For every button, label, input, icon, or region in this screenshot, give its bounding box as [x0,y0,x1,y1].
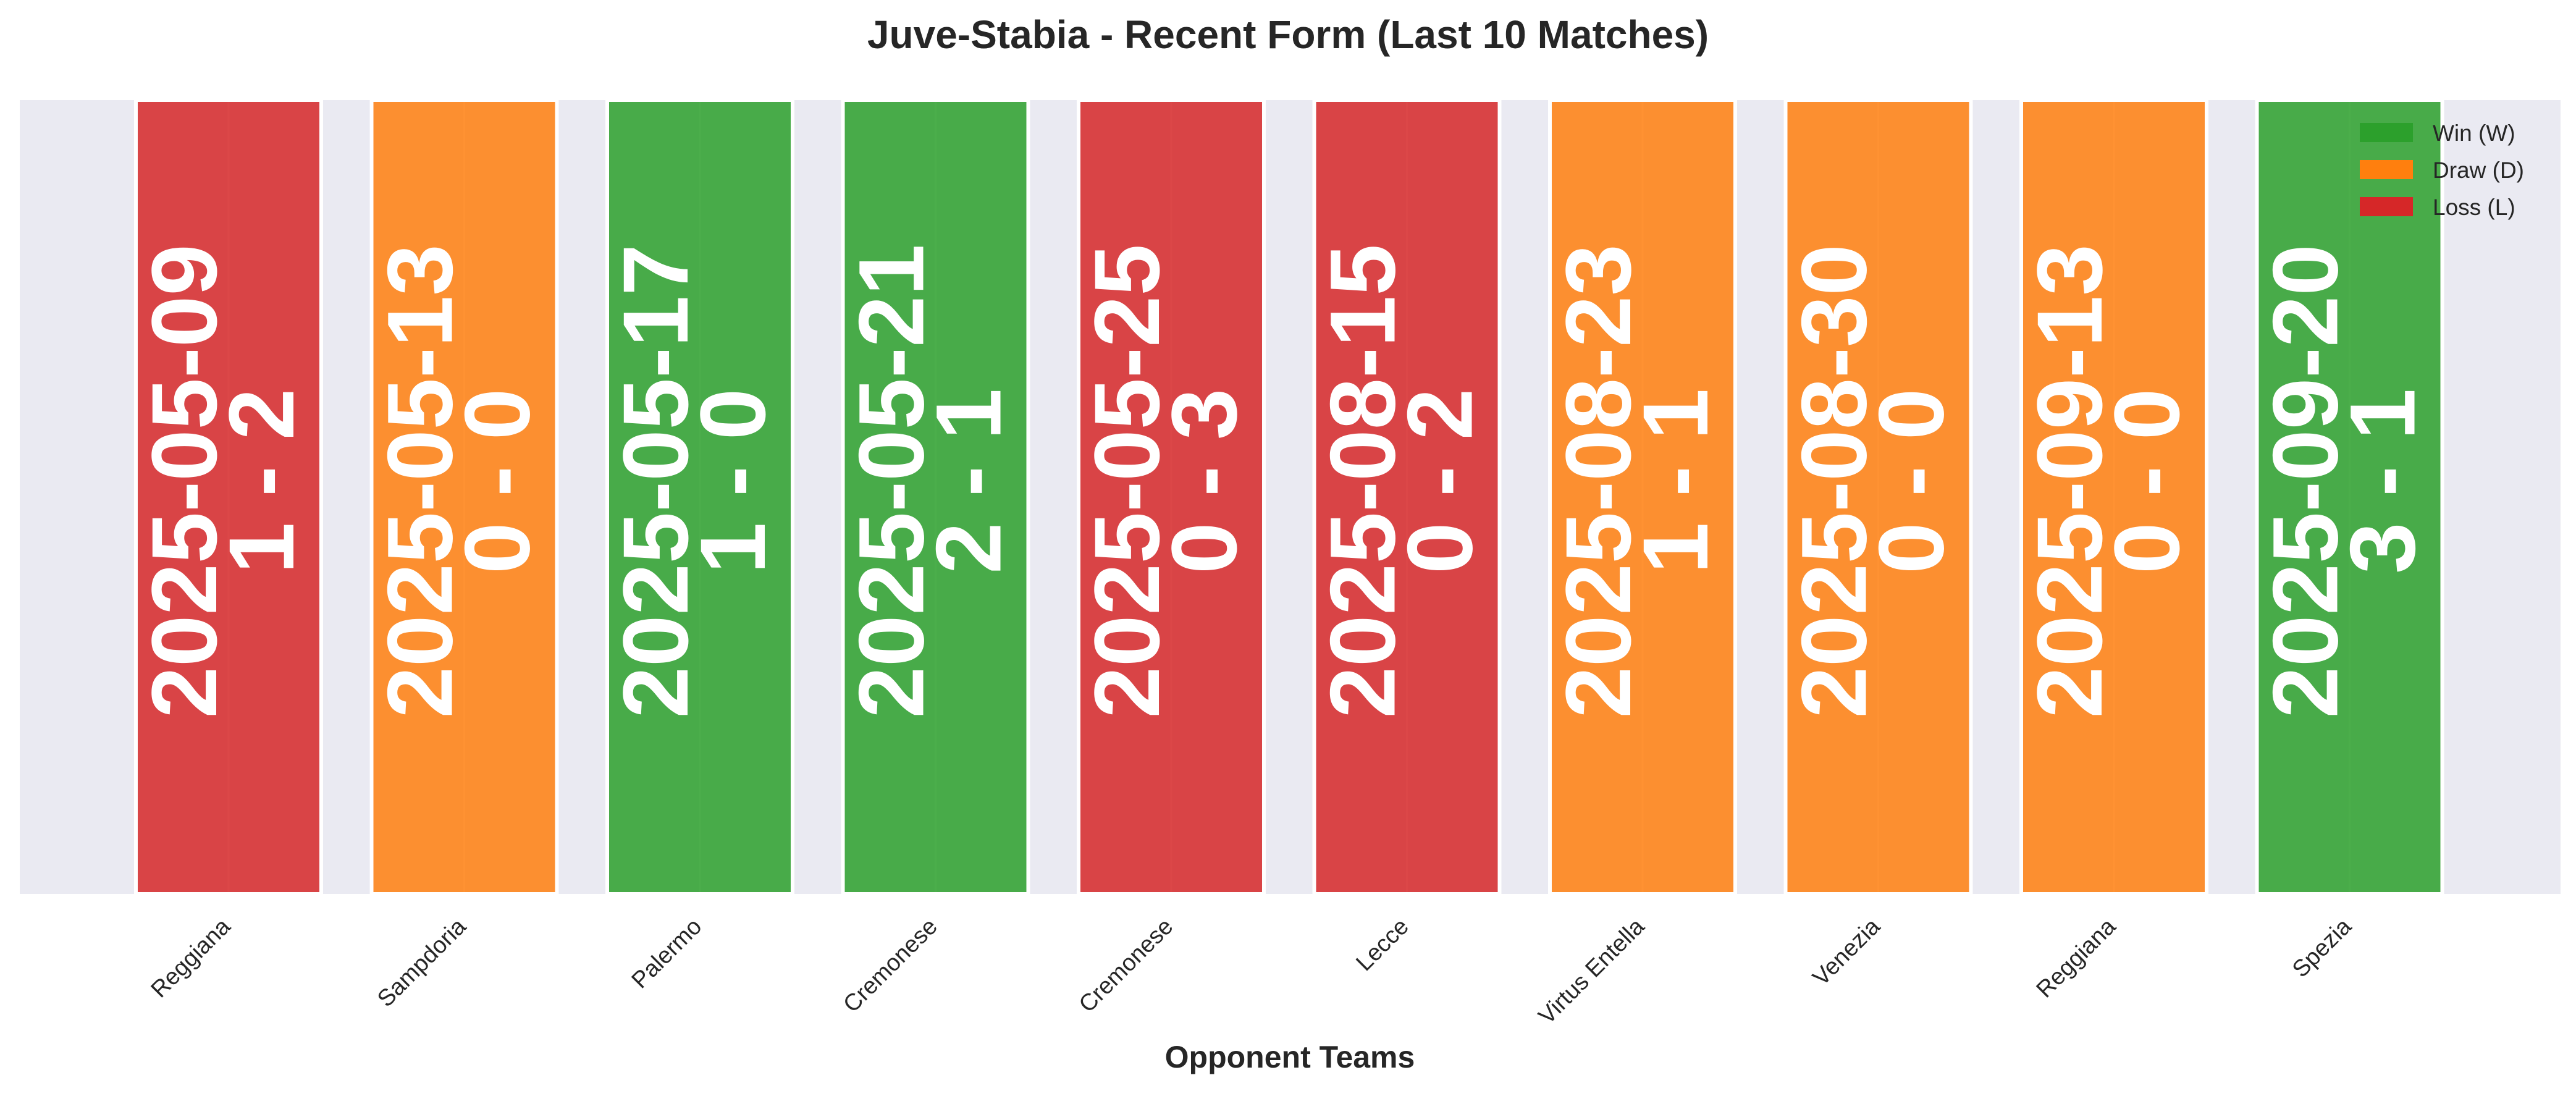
bar-label-score: 3 - 1 [2331,389,2435,574]
bar-label: 2025-08-150 - 2 [1311,244,1492,718]
bar-label-date: 2025-05-21 [840,244,943,718]
bar-w [841,98,1030,896]
chart-title: Juve-Stabia - Recent Form (Last 10 Match… [867,12,1709,57]
bar-label-score: 1 - 1 [1623,389,1727,574]
bar-label-date: 2025-05-25 [1075,244,1179,718]
x-tick-label: Venezia [1808,913,1886,991]
bar-label-score: 1 - 0 [681,389,785,574]
x-tick-label: Cremonese [838,914,943,1018]
bar-label-date: 2025-05-17 [604,244,707,718]
bar-label-date: 2025-05-09 [132,244,236,718]
legend-swatch-d [2360,160,2413,179]
bar-label-date: 2025-08-23 [1546,244,1650,718]
x-tick-label: Spezia [2288,913,2357,982]
bar-w [605,98,794,896]
bar-label: 2025-08-300 - 0 [1782,244,1963,718]
x-tick-label: Lecce [1351,914,1413,976]
bar-label: 2025-05-250 - 3 [1075,244,1256,718]
bar-label-date: 2025-05-13 [368,244,472,718]
bar-labels: 2025-05-091 - 2 2025-05-130 - 0 2025-05-17… [132,244,2435,718]
legend-swatch-l [2360,197,2413,216]
x-tick-label: Reggiana [146,913,236,1003]
bar-d [369,98,559,896]
bar-label-date: 2025-08-15 [1311,244,1415,718]
bar-label-score: 0 - 3 [1152,389,1256,574]
bar-label: 2025-05-212 - 1 [840,244,1021,718]
bar-label-score: 1 - 2 [209,389,313,574]
bar-label-score: 0 - 0 [1859,389,1963,574]
legend-swatch-w [2360,123,2413,142]
x-tick-label: Palermo [627,914,707,994]
bar-d [2019,98,2208,896]
x-tick-label: Cremonese [1074,914,1179,1018]
bar-l [134,98,323,896]
x-tick-label: Sampdoria [373,913,471,1012]
bar-label: 2025-05-171 - 0 [604,244,785,718]
bar-label-score: 0 - 2 [1388,389,1492,574]
bar-label: 2025-09-130 - 0 [2018,244,2199,718]
x-axis-label: Opponent Teams [1165,1040,1415,1074]
bars [134,98,2444,896]
bar-label: 2025-08-231 - 1 [1546,244,1727,718]
bar-d [1783,98,1973,896]
bar-w [2255,98,2444,896]
legend: Win (W) Draw (D) Loss (L) [2360,120,2524,220]
legend-label: Win (W) [2433,120,2515,146]
x-tick-label: Virtus Entella [1534,913,1650,1029]
bar-label-date: 2025-09-13 [2018,244,2121,718]
bar-label-score: 0 - 0 [445,389,549,574]
legend-label: Draw (D) [2433,158,2524,183]
bar-label-date: 2025-09-20 [2254,244,2357,718]
bar-label-date: 2025-08-30 [1782,244,1886,718]
x-tick-labels: Reggiana Sampdoria Palermo Cremonese Cremone… [146,913,2357,1029]
bar-label: 2025-05-130 - 0 [368,244,549,718]
bar-label-score: 2 - 1 [917,389,1021,574]
x-tick-label: Reggiana [2032,913,2121,1003]
bar-label: 2025-09-203 - 1 [2254,244,2435,718]
bar-label: 2025-05-091 - 2 [132,244,313,718]
bar-l [1077,98,1266,896]
bar-d [1548,98,1737,896]
bar-l [1312,98,1502,896]
legend-label: Loss (L) [2433,195,2515,220]
bar-label-score: 0 - 0 [2095,389,2199,574]
